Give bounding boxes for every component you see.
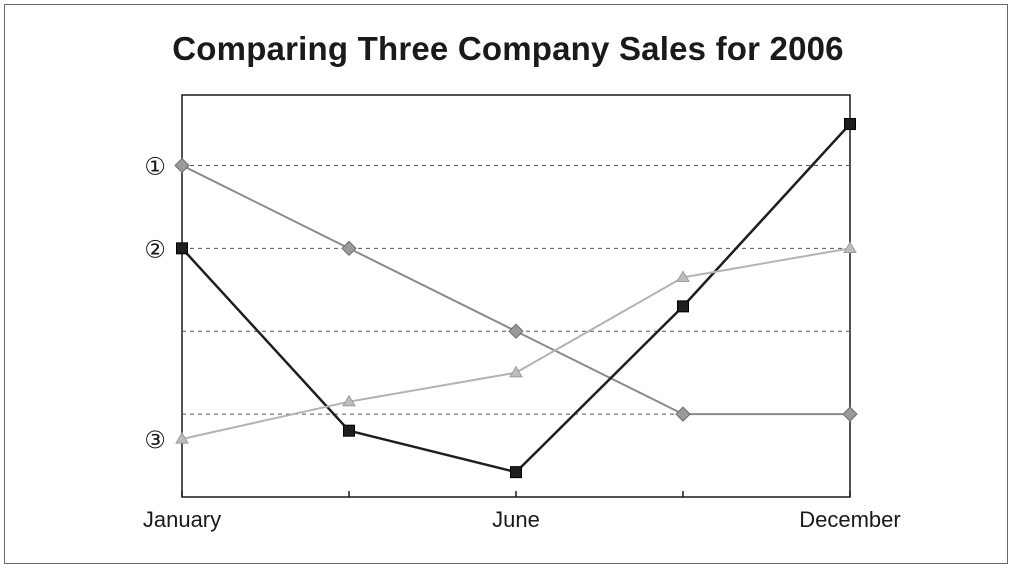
series-3-point-1 xyxy=(342,394,356,407)
x-tick-label-december: December xyxy=(799,507,900,532)
y-marker-label-3: ③ xyxy=(144,426,166,454)
y-marker-label-2: ② xyxy=(144,235,166,263)
plot-area xyxy=(181,94,851,498)
line-chart: January June December ① ② ③ xyxy=(143,94,901,532)
series-1-point-2 xyxy=(508,323,524,339)
x-tick-label-june: June xyxy=(492,507,540,532)
series-1-point-1 xyxy=(341,240,357,257)
series-3-point-2 xyxy=(509,365,523,378)
series-markers xyxy=(174,118,858,479)
series-2-point-4 xyxy=(844,118,856,131)
x-axis-ticks xyxy=(181,491,851,497)
series-1-point-0 xyxy=(174,157,190,174)
series-2-point-3 xyxy=(677,300,689,313)
series-3-point-0 xyxy=(175,431,189,444)
axis-labels: January June December ① ② ③ xyxy=(143,152,901,532)
series-1-point-4 xyxy=(842,406,858,422)
series-2-point-1 xyxy=(343,424,355,437)
series-2-point-2 xyxy=(510,466,522,479)
y-marker-label-1: ① xyxy=(144,152,166,180)
series-3-point-3 xyxy=(676,270,690,283)
chart-title: Comparing Three Company Sales for 2006 xyxy=(172,30,844,67)
series-1-point-3 xyxy=(675,406,691,422)
x-tick-label-january: January xyxy=(143,507,221,532)
series-3-line xyxy=(181,247,851,440)
series-lines xyxy=(181,123,851,474)
series-3-point-4 xyxy=(843,241,857,254)
series-2-point-0 xyxy=(176,242,188,255)
series-2-line xyxy=(181,123,851,474)
